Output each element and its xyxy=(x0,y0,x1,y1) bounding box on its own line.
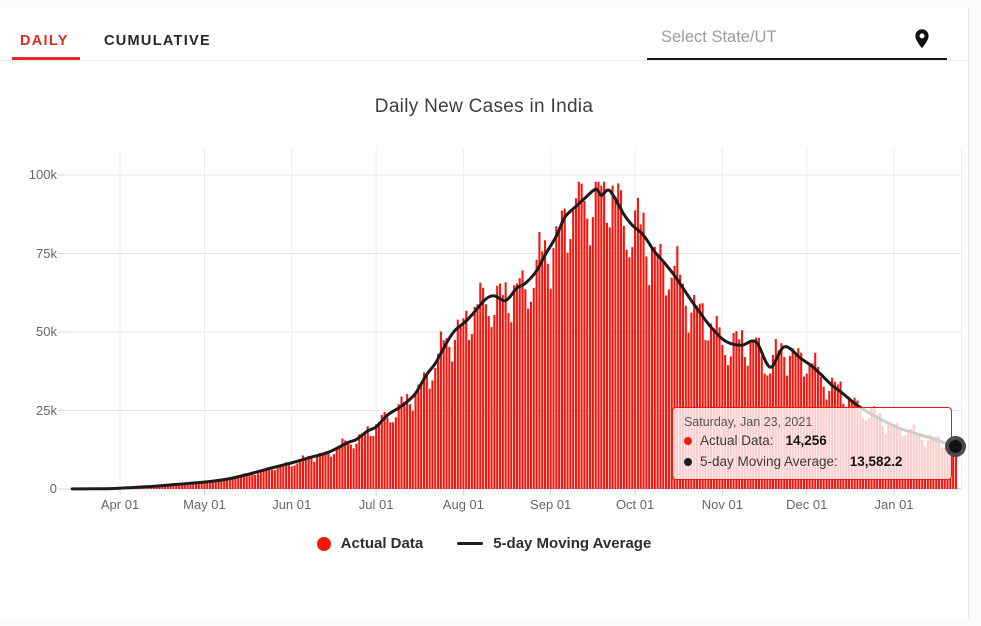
tooltip-row-actual: Actual Data: 14,256 xyxy=(683,433,940,449)
tooltip-row-average: 5-day Moving Average: 13,582.2 xyxy=(683,453,940,470)
tooltip-average-value: 13,582.2 xyxy=(849,453,903,469)
x-axis-label: Jul 01 xyxy=(358,497,394,512)
tab-daily[interactable]: DAILY xyxy=(20,33,69,49)
x-axis-label: Jan 01 xyxy=(874,497,914,512)
state-select-input[interactable] xyxy=(647,22,947,60)
active-tab-underline xyxy=(12,57,80,60)
tab-cumulative[interactable]: CUMULATIVE xyxy=(104,33,211,49)
chart-tooltip: Saturday, Jan 23, 2021 Actual Data: 14,2… xyxy=(671,407,952,480)
y-axis-label: 75k xyxy=(36,245,57,261)
legend-actual-label: Actual Data xyxy=(340,535,424,552)
y-axis-label: 0 xyxy=(49,481,57,496)
x-axis-label: May 01 xyxy=(183,497,226,512)
header-divider xyxy=(0,60,968,61)
tooltip-date: Saturday, Jan 23, 2021 xyxy=(683,415,813,430)
tooltip-actual-label: Actual Data: xyxy=(699,433,774,449)
moving-average-dot-icon xyxy=(683,457,692,466)
dashboard-card: DAILY CUMULATIVE Daily New Cases in Indi… xyxy=(0,8,969,619)
legend-item-actual-data[interactable]: Actual Data xyxy=(316,535,424,552)
x-axis-label: Oct 01 xyxy=(615,497,655,512)
moving-average-legend-line-icon xyxy=(457,541,484,546)
moving-average-line xyxy=(70,187,958,491)
chart-title: Daily New Cases in India xyxy=(374,96,594,117)
actual-data-legend-dot-icon xyxy=(316,536,331,551)
x-axis-label: Sep 01 xyxy=(530,497,572,512)
x-axis-label: Jun 01 xyxy=(272,497,312,512)
tooltip-average-label: 5-day Moving Average: xyxy=(699,453,838,469)
y-axis-label: 100k xyxy=(28,167,57,182)
x-axis-label: Aug 01 xyxy=(442,497,484,512)
chart-legend: Actual Data 5-day Moving Average xyxy=(0,535,968,552)
actual-data-dot-icon xyxy=(683,437,692,446)
x-axis-label: Nov 01 xyxy=(701,497,743,512)
legend-average-label: 5-day Moving Average xyxy=(493,535,652,552)
x-axis-label: Dec 01 xyxy=(786,497,828,512)
tooltip-actual-value: 14,256 xyxy=(785,433,827,449)
y-axis-label: 25k xyxy=(36,402,57,418)
legend-item-moving-average[interactable]: 5-day Moving Average xyxy=(457,535,651,552)
y-axis-label: 50k xyxy=(36,324,57,339)
highlighted-point-marker[interactable] xyxy=(945,435,967,457)
x-axis-label: Apr 01 xyxy=(100,497,140,512)
location-pin-icon[interactable] xyxy=(913,28,931,50)
